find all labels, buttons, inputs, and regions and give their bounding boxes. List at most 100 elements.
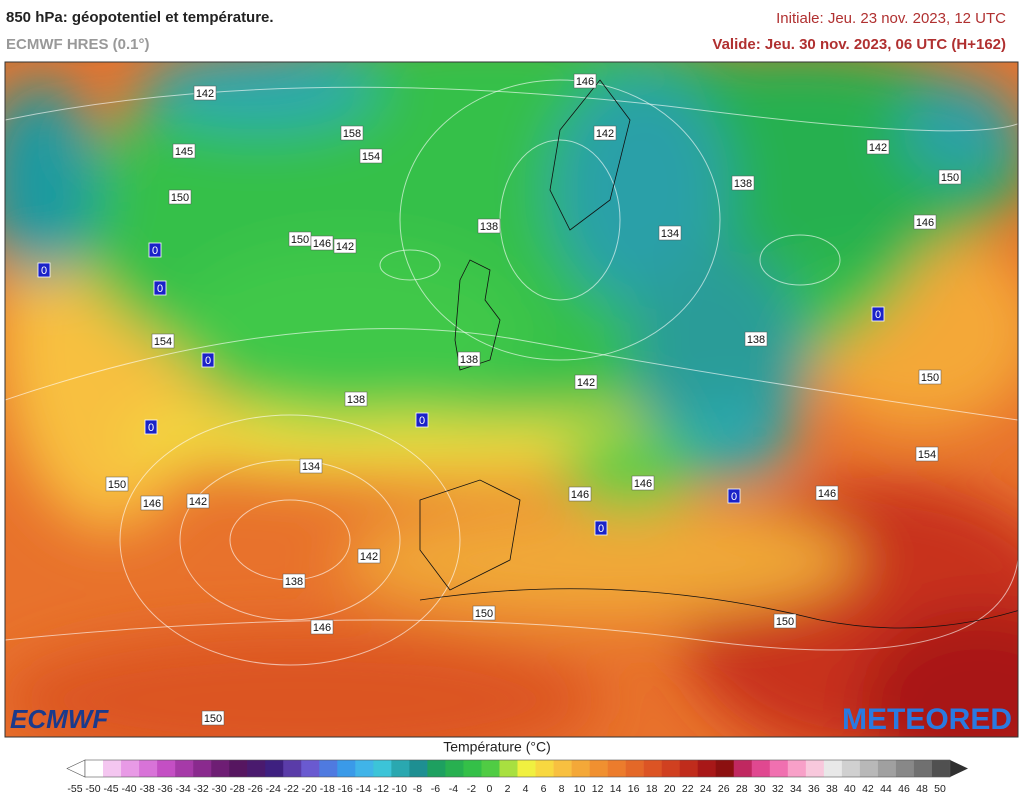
colorbar-tick-label: 4 bbox=[523, 783, 529, 795]
map-frame bbox=[4, 61, 1019, 738]
contour-label-box bbox=[105, 476, 129, 492]
colorbar-tick-label: 36 bbox=[808, 783, 820, 795]
colorbar-swatch bbox=[877, 760, 897, 777]
colorbar-tick-label: 10 bbox=[574, 783, 586, 795]
map-title: 850 hPa: géopotentiel et température. bbox=[6, 9, 274, 26]
temperature-field bbox=[5, 62, 1018, 737]
zero-label: 0 bbox=[875, 309, 881, 321]
contour-label: 146 bbox=[916, 217, 934, 229]
colorbar-swatch bbox=[571, 760, 590, 777]
colorbar-tick-label: -24 bbox=[266, 783, 281, 795]
colorbar-swatch bbox=[553, 760, 572, 777]
contour-label: 154 bbox=[918, 449, 936, 461]
colorbar-arrow-left bbox=[66, 759, 86, 778]
contour-label: 154 bbox=[154, 336, 172, 348]
colorbar-tick-label: 8 bbox=[559, 783, 565, 795]
zero-label-box bbox=[871, 306, 885, 322]
contour-label-box bbox=[201, 710, 225, 726]
colorbar-swatch bbox=[841, 760, 861, 777]
contour-label: 142 bbox=[336, 241, 354, 253]
zero-label-box bbox=[594, 520, 608, 536]
colorbar-swatch bbox=[787, 760, 807, 777]
contour-label-box bbox=[573, 73, 597, 89]
colorbar-tick-label: 32 bbox=[772, 783, 784, 795]
contour-label-box bbox=[172, 143, 196, 159]
contour-label: 150 bbox=[941, 172, 959, 184]
colorbar-swatch bbox=[697, 760, 717, 777]
contour-label: 150 bbox=[291, 234, 309, 246]
zero-label: 0 bbox=[157, 283, 163, 295]
contour-label: 150 bbox=[171, 192, 189, 204]
colorbar-arrow-right bbox=[950, 760, 968, 777]
initial-time: Initiale: Jeu. 23 nov. 2023, 12 UTC bbox=[776, 10, 1006, 27]
contour-label-box bbox=[140, 495, 164, 511]
colorbar: -55 -50 -45 -40 -38 -36 -34 -32 -30 -28 -26 -24 -22-… bbox=[66, 759, 968, 795]
contour-label: 146 bbox=[313, 622, 331, 634]
contour-label-box bbox=[457, 351, 481, 367]
contour-label: 158 bbox=[343, 128, 361, 140]
contour-label-box bbox=[472, 605, 496, 621]
colorbar-swatch bbox=[319, 760, 338, 777]
zero-label-box bbox=[415, 412, 429, 428]
contour-label-box bbox=[282, 573, 306, 589]
colorbar-tick-label: 30 bbox=[754, 783, 766, 795]
contour-label: 142 bbox=[869, 142, 887, 154]
colorbar-swatch bbox=[679, 760, 699, 777]
contour-label: 150 bbox=[921, 372, 939, 384]
colorbar-tick-label: 44 bbox=[880, 783, 892, 795]
zero-label: 0 bbox=[152, 245, 158, 257]
contour-label-box bbox=[915, 446, 939, 462]
colorbar-swatch bbox=[661, 760, 680, 777]
colorbar-tick-label: 34 bbox=[790, 783, 802, 795]
contour-label-box bbox=[918, 369, 942, 385]
contour-label: 146 bbox=[818, 488, 836, 500]
contour-label: 146 bbox=[313, 238, 331, 250]
contour-label-box bbox=[938, 169, 962, 185]
contour-label: 146 bbox=[143, 498, 161, 510]
colorbar-swatch bbox=[355, 760, 374, 777]
contour-label-box bbox=[344, 391, 368, 407]
colorbar-tick-label: 24 bbox=[700, 783, 712, 795]
zero-label: 0 bbox=[598, 523, 604, 535]
colorbar-swatch bbox=[517, 760, 536, 777]
contour-label-box bbox=[340, 125, 364, 141]
colorbar-tick-label: 12 bbox=[592, 783, 604, 795]
colorbar-swatch bbox=[859, 760, 879, 777]
colorbar-swatch bbox=[607, 760, 626, 777]
colorbar-tick-label: -40 bbox=[121, 783, 136, 795]
colorbar-tick-label: -10 bbox=[392, 783, 407, 795]
colorbar-swatch bbox=[535, 760, 554, 777]
contour-label: 146 bbox=[576, 76, 594, 88]
colorbar-swatch bbox=[913, 760, 933, 777]
contour-label-box bbox=[359, 148, 383, 164]
colorbar-tick-label: -50 bbox=[85, 783, 100, 795]
colorbar-swatch bbox=[139, 760, 158, 777]
colorbar-swatch bbox=[931, 760, 951, 777]
contour-label-box bbox=[773, 613, 797, 629]
colorbar-tick-label: 0 bbox=[487, 783, 493, 795]
colorbar-swatch bbox=[463, 760, 482, 777]
colorbar-tick-label: 48 bbox=[916, 783, 928, 795]
colorbar-swatch bbox=[625, 760, 644, 777]
colorbar-tick-label: -45 bbox=[103, 783, 118, 795]
zero-label-box bbox=[153, 280, 167, 296]
colorbar-tick-label: -2 bbox=[467, 783, 476, 795]
contour-label-box bbox=[631, 475, 655, 491]
colorbar-tick-label: -34 bbox=[176, 783, 191, 795]
contour-label: 142 bbox=[196, 88, 214, 100]
contour-label-box bbox=[658, 225, 682, 241]
contour-label-box bbox=[866, 139, 890, 155]
contour-label-box bbox=[193, 85, 217, 101]
logo-ecmwf: ECMWF bbox=[10, 704, 109, 734]
zero-label-box bbox=[727, 488, 741, 504]
colorbar-tick-label: -32 bbox=[194, 783, 209, 795]
contour-label: 146 bbox=[634, 478, 652, 490]
colorbar-tick-label: 46 bbox=[898, 783, 910, 795]
contour-label: 150 bbox=[204, 713, 222, 725]
colorbar-swatch bbox=[265, 760, 284, 777]
colorbar-swatch bbox=[805, 760, 825, 777]
colorbar-tick-label: 22 bbox=[682, 783, 694, 795]
colorbar-swatch bbox=[427, 760, 446, 777]
contour-label: 154 bbox=[362, 151, 380, 163]
zero-label-box bbox=[148, 242, 162, 258]
